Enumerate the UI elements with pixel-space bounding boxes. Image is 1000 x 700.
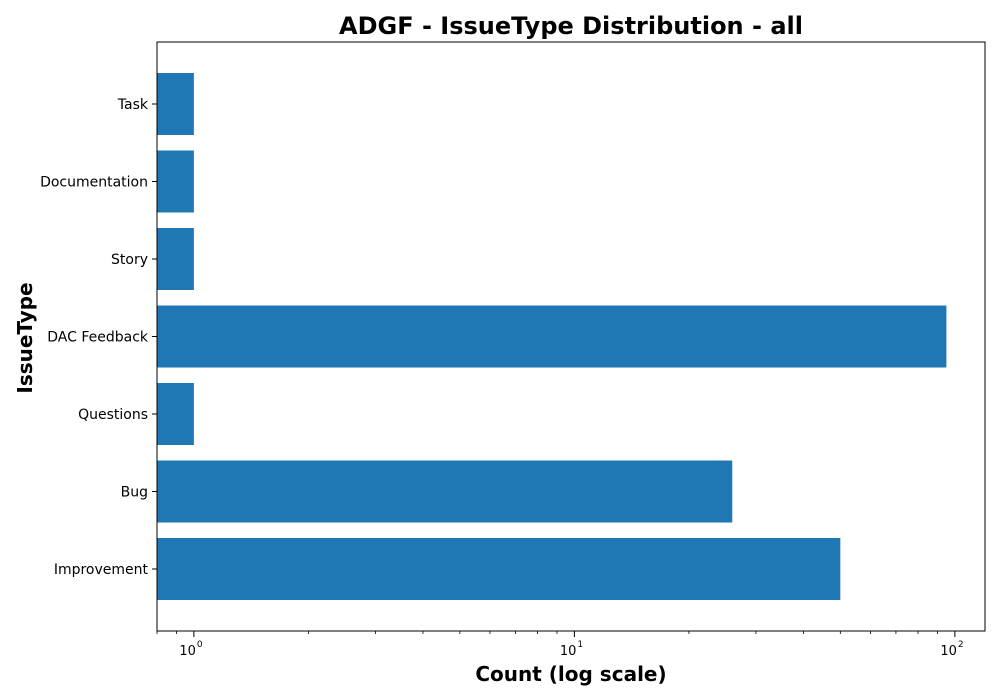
x-tick-base: 10 bbox=[560, 644, 577, 659]
bar-dac-feedback bbox=[157, 305, 947, 368]
chart-title: ADGF - IssueType Distribution - all bbox=[339, 12, 803, 40]
x-axis-label: Count (log scale) bbox=[475, 662, 666, 686]
y-axis-label: IssueType bbox=[13, 282, 37, 393]
y-tick-label-task: Task bbox=[117, 97, 149, 113]
y-tick-label-improvement: Improvement bbox=[54, 562, 149, 578]
bar-documentation bbox=[157, 150, 194, 213]
plot-frame bbox=[156, 41, 986, 632]
x-tick-exponent: 1 bbox=[577, 640, 583, 650]
y-tick-label-questions: Questions bbox=[78, 407, 148, 423]
x-tick-label: 10 0 bbox=[179, 640, 203, 659]
bars-group bbox=[157, 73, 947, 600]
x-tick-label: 10 1 bbox=[560, 640, 583, 659]
x-ticks-group: 10 0 10 1 10 2 bbox=[156, 631, 964, 659]
y-tick-label-bug: Bug bbox=[121, 485, 148, 501]
x-tick-exponent: 0 bbox=[197, 640, 203, 650]
bar-bug bbox=[157, 460, 733, 523]
bar-improvement bbox=[157, 538, 841, 600]
x-tick-exponent: 2 bbox=[958, 640, 964, 650]
bar-questions bbox=[157, 383, 194, 445]
y-tick-label-story: Story bbox=[111, 252, 148, 268]
y-tick-label-dac-feedback: DAC Feedback bbox=[47, 330, 149, 346]
x-tick-base: 10 bbox=[179, 644, 196, 659]
bar-story bbox=[157, 228, 194, 290]
bar-task bbox=[157, 73, 194, 135]
x-tick-base: 10 bbox=[940, 644, 957, 659]
x-tick-label: 10 2 bbox=[940, 640, 963, 659]
y-tick-label-documentation: Documentation bbox=[40, 175, 148, 191]
y-ticks-group: Improvement Bug Questions DAC Feedback Story… bbox=[40, 97, 157, 578]
